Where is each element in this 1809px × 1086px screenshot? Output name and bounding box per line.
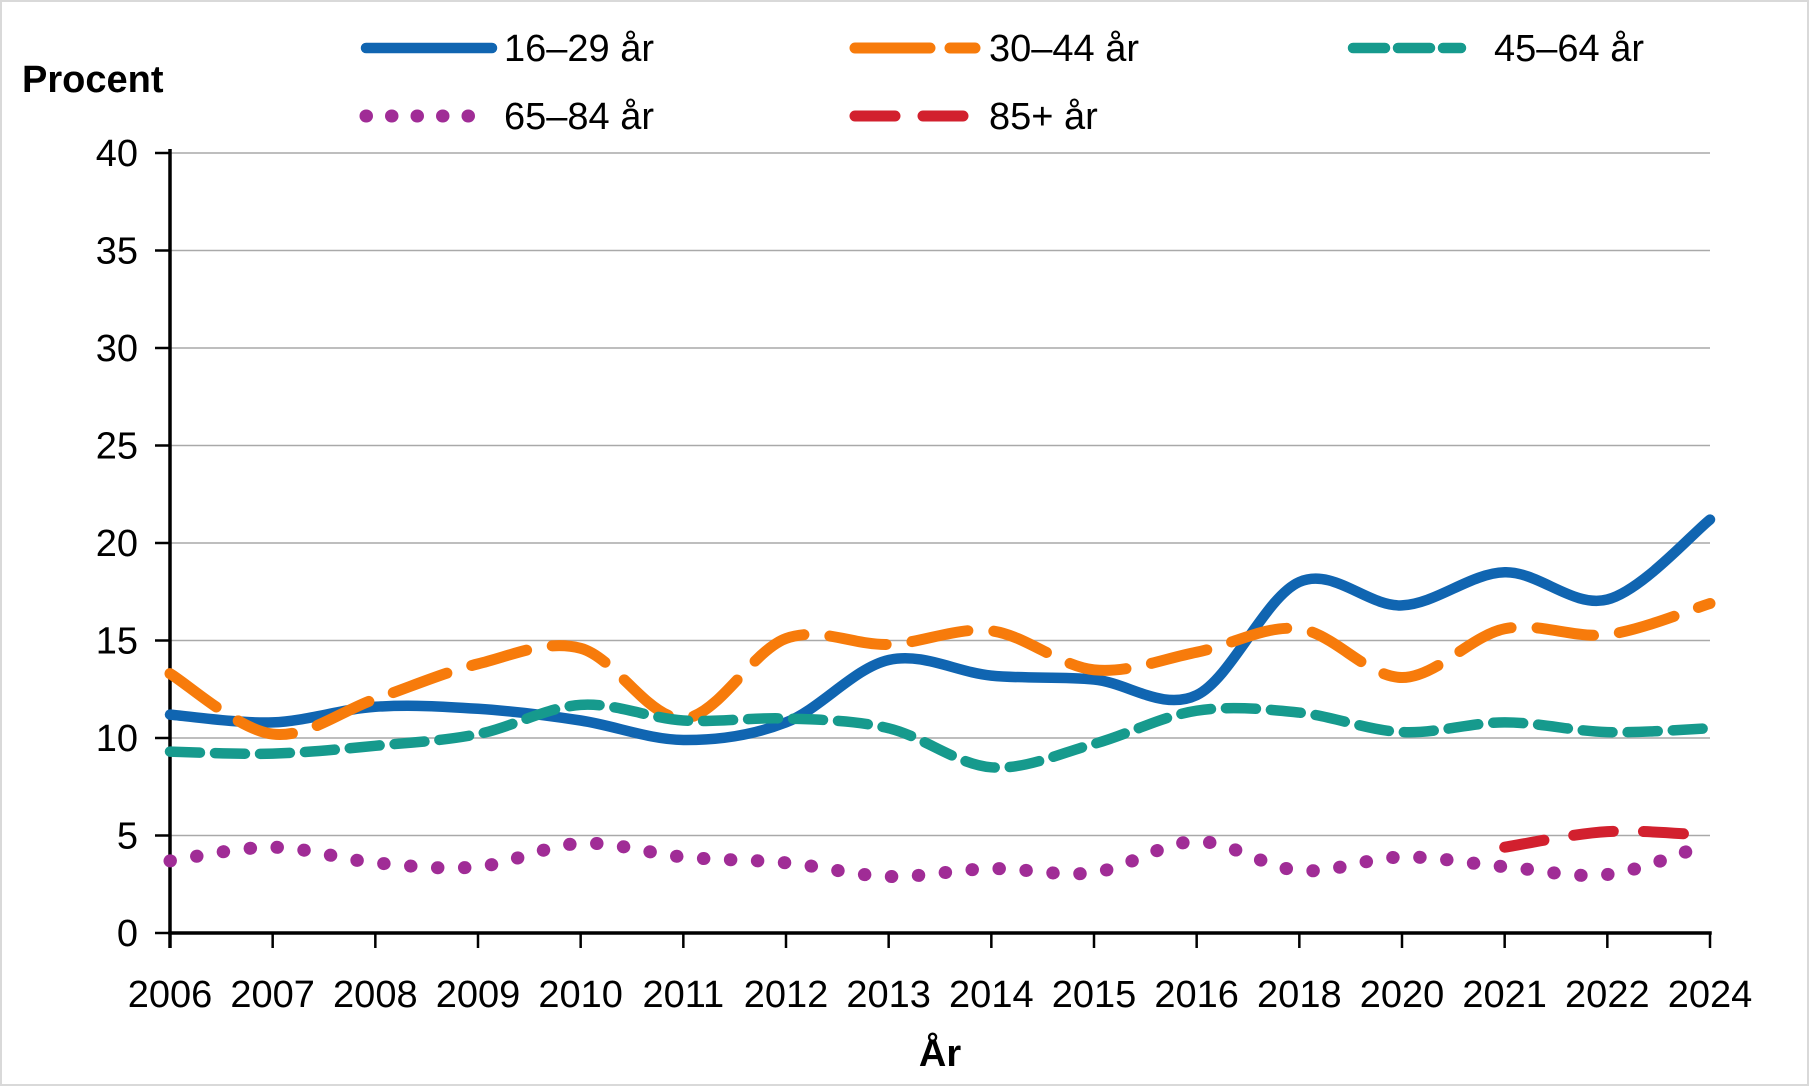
- y-tick-label-10: 10: [96, 718, 138, 760]
- series-line-65-84-r: [163, 834, 1717, 884]
- x-tick-label-2018: 2018: [1257, 974, 1342, 1016]
- series-line-30-44-r: [164, 598, 1716, 740]
- y-tick-label-0: 0: [117, 913, 138, 955]
- x-tick-label-2015: 2015: [1052, 974, 1137, 1016]
- legend-item-65-84-r: 65–84 år: [359, 96, 654, 138]
- x-tick-label-2013: 2013: [846, 974, 931, 1016]
- legend: 16–29 år 30–44 år 45–64 år 65–84 år 85+ år: [359, 28, 1644, 138]
- y-axis-title: Procent: [22, 59, 164, 101]
- y-axis-tick-labels: 0 5 10 15 20 25 30 35 40: [96, 133, 138, 955]
- legend-label-65-84-r: 65–84 år: [504, 96, 654, 138]
- legend-item-45-64-r: 45–64 år: [1347, 28, 1644, 70]
- x-tick-label-2021: 2021: [1462, 974, 1547, 1016]
- legend-item-30-44-r: 30–44 år: [849, 28, 1139, 70]
- y-tick-label-30: 30: [96, 328, 138, 370]
- y-tick-label-5: 5: [117, 816, 138, 858]
- legend-label-85plus-r: 85+ år: [989, 96, 1098, 138]
- x-tick-label-2016: 2016: [1154, 974, 1239, 1016]
- series-line-85plus-r: [1499, 825, 1716, 853]
- x-tick-label-2006: 2006: [128, 974, 213, 1016]
- x-tick-label-2007: 2007: [230, 974, 315, 1016]
- series-line-16-29-r: [164, 514, 1716, 746]
- y-tick-label-35: 35: [96, 231, 138, 273]
- x-axis-title: År: [919, 1031, 961, 1075]
- axes: [155, 149, 1712, 948]
- x-tick-label-2010: 2010: [538, 974, 623, 1016]
- y-tick-label-25: 25: [96, 426, 138, 468]
- x-tick-label-2008: 2008: [333, 974, 418, 1016]
- x-tick-label-2020: 2020: [1360, 974, 1445, 1016]
- x-axis-tick-labels: 2006 2007 2008 2009 2010 2011 2012 2013 2014 2015…: [128, 974, 1753, 1016]
- x-tick-label-2011: 2011: [642, 974, 724, 1016]
- x-tick-label-2024: 2024: [1668, 974, 1753, 1016]
- legend-item-16-29-r: 16–29 år: [360, 28, 654, 70]
- series-lines: [163, 514, 1717, 884]
- x-tick-label-2012: 2012: [744, 974, 829, 1016]
- x-tick-label-2022: 2022: [1565, 974, 1650, 1016]
- y-tick-label-20: 20: [96, 523, 138, 565]
- legend-item-85plus-r: 85+ år: [849, 96, 1098, 138]
- y-tick-label-15: 15: [96, 621, 138, 663]
- y-tick-label-40: 40: [96, 133, 138, 175]
- gridlines: [170, 152, 1710, 837]
- legend-label-30-44-r: 30–44 år: [989, 28, 1139, 70]
- legend-label-45-64-r: 45–64 år: [1494, 28, 1644, 70]
- x-tick-label-2014: 2014: [949, 974, 1034, 1016]
- legend-label-16-29-r: 16–29 år: [504, 28, 654, 70]
- series-line-45-64-r: [164, 699, 1716, 773]
- x-tick-label-2009: 2009: [436, 974, 521, 1016]
